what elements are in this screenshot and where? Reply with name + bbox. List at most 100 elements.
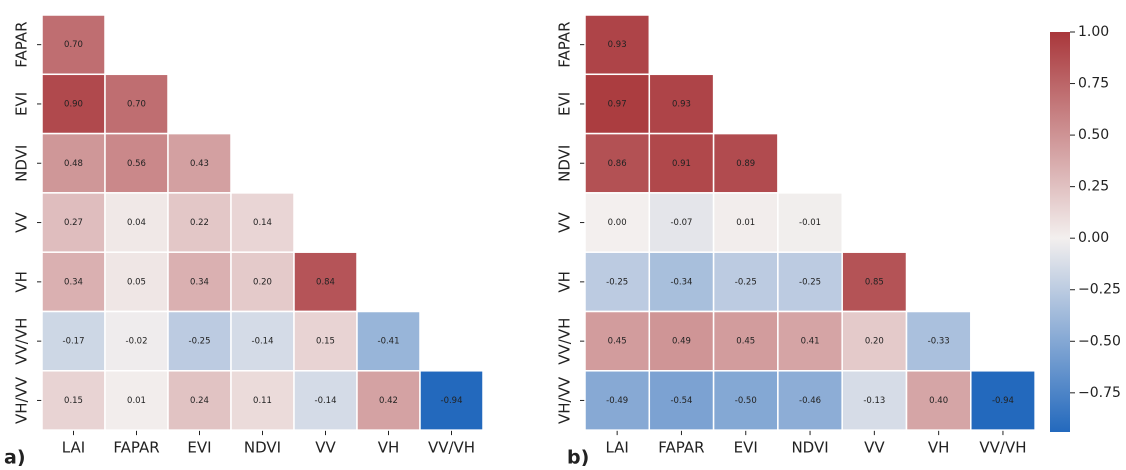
x-tick-label: VV/VH	[979, 439, 1026, 457]
colorbar-tick-label: 0.50	[1078, 127, 1109, 143]
cell	[584, 370, 651, 431]
cell	[905, 370, 972, 431]
cell	[905, 310, 972, 372]
cell-label: -0.01	[799, 218, 821, 228]
cell	[777, 310, 843, 372]
cell-label: 0.22	[190, 218, 209, 228]
x-tick-label: LAI	[605, 439, 628, 457]
y-tick-label: VH	[13, 271, 31, 293]
cell-label: 0.97	[608, 99, 627, 109]
cell	[584, 310, 651, 372]
cell-label: 0.45	[608, 337, 627, 347]
y-tick-label: EVI	[13, 92, 31, 116]
cell	[584, 132, 651, 194]
cell-label: 0.20	[865, 337, 884, 347]
cell-label: 0.70	[127, 99, 146, 109]
cell-label: 0.15	[64, 396, 83, 406]
cell-label: 0.90	[64, 99, 83, 109]
colorbar-tick-label: 0.75	[1078, 76, 1109, 92]
cell-label: 0.34	[190, 277, 209, 287]
cell-label: 0.86	[608, 159, 627, 169]
x-tick-label: LAI	[62, 439, 85, 457]
cell-label: -0.07	[670, 218, 692, 228]
cell-label: 0.20	[253, 277, 272, 287]
heatmap: FAPAR EVI NDVI VV VH VV/VH VH/VV LAI FAPAR EVI NDV…	[4, 14, 484, 469]
cell	[230, 192, 295, 253]
cell-label: 0.49	[672, 337, 691, 347]
cell-label: 0.91	[672, 159, 691, 169]
x-tick-label: NDVI	[244, 439, 281, 457]
cell-label: -0.25	[189, 337, 211, 347]
heatmap: FAPAR EVI NDVI VV VH VV/VH VH/VV LAI FAPAR EVI NDV…	[556, 14, 1036, 469]
cell-label: 0.48	[64, 159, 83, 169]
cell-label: -0.25	[606, 277, 628, 287]
cell	[167, 370, 232, 431]
x-tick-label: VV/VH	[428, 439, 475, 457]
cell-label: 0.05	[127, 277, 146, 287]
cell-label: -0.41	[378, 337, 400, 347]
x-tick-label: EVI	[187, 439, 211, 457]
cell-label: -0.14	[252, 337, 274, 347]
cell	[584, 73, 651, 135]
cell-label: 0.04	[127, 218, 146, 228]
cell	[584, 192, 651, 253]
cell-label: 0.14	[253, 218, 272, 228]
cell-label: 0.40	[929, 396, 948, 406]
colorbar	[1050, 32, 1070, 432]
cell	[841, 370, 908, 431]
cell-label: -0.13	[863, 396, 885, 406]
cell-label: 0.11	[253, 396, 272, 406]
cell-label: 0.24	[190, 396, 209, 406]
cell-label: -0.49	[606, 396, 628, 406]
cell-label: -0.94	[441, 396, 463, 406]
cell-label: -0.54	[670, 396, 692, 406]
x-tick-label: VH	[928, 439, 950, 457]
cell	[230, 370, 295, 431]
y-tick-label: FAPAR	[13, 22, 31, 68]
cell-label: -0.33	[928, 337, 950, 347]
y-tick-label: NDVI	[13, 145, 31, 182]
colorbar-tick-label: 0.25	[1078, 179, 1109, 195]
cell-label: 0.89	[736, 159, 755, 169]
y-tick-label: VH/VV	[13, 376, 31, 424]
cell	[777, 192, 843, 253]
cell-label: 0.45	[736, 337, 755, 347]
cell-label: 0.00	[608, 218, 627, 228]
y-tick-label: FAPAR	[556, 22, 574, 68]
cell-label: 0.42	[379, 396, 398, 406]
cell-label: 0.27	[64, 218, 83, 228]
cell-label: -0.25	[799, 277, 821, 287]
colorbar-tick-label: −0.50	[1078, 333, 1121, 349]
cell	[648, 370, 715, 431]
cell	[104, 73, 169, 135]
y-tick-label: VH	[556, 271, 574, 293]
cell-label: 0.43	[190, 159, 209, 169]
colorbar-tick-label: −0.25	[1078, 282, 1121, 298]
cell-label: -0.94	[992, 396, 1014, 406]
cell	[648, 73, 715, 135]
x-tick-label: VV	[864, 439, 885, 457]
y-tick-label: EVI	[556, 92, 574, 116]
cell	[356, 310, 421, 372]
cell	[648, 310, 715, 372]
cell	[41, 251, 106, 313]
cell-label: -0.17	[63, 337, 85, 347]
cell	[712, 132, 779, 194]
cell	[841, 310, 908, 372]
cell	[167, 132, 232, 194]
cell-label: 0.41	[801, 337, 820, 347]
cell	[41, 192, 106, 253]
cell-label: -0.46	[799, 396, 821, 406]
x-tick-label: FAPAR	[658, 439, 704, 457]
cell	[293, 370, 358, 431]
cell	[777, 251, 843, 313]
x-tick-label: VV	[315, 439, 336, 457]
y-tick-label: VH/VV	[556, 376, 574, 424]
cell-label: 0.84	[316, 277, 335, 287]
cell	[712, 370, 779, 431]
cell-label: 0.70	[64, 40, 83, 50]
cell	[41, 310, 106, 372]
x-tick-label: EVI	[734, 439, 758, 457]
x-tick-label: VH	[378, 439, 400, 457]
